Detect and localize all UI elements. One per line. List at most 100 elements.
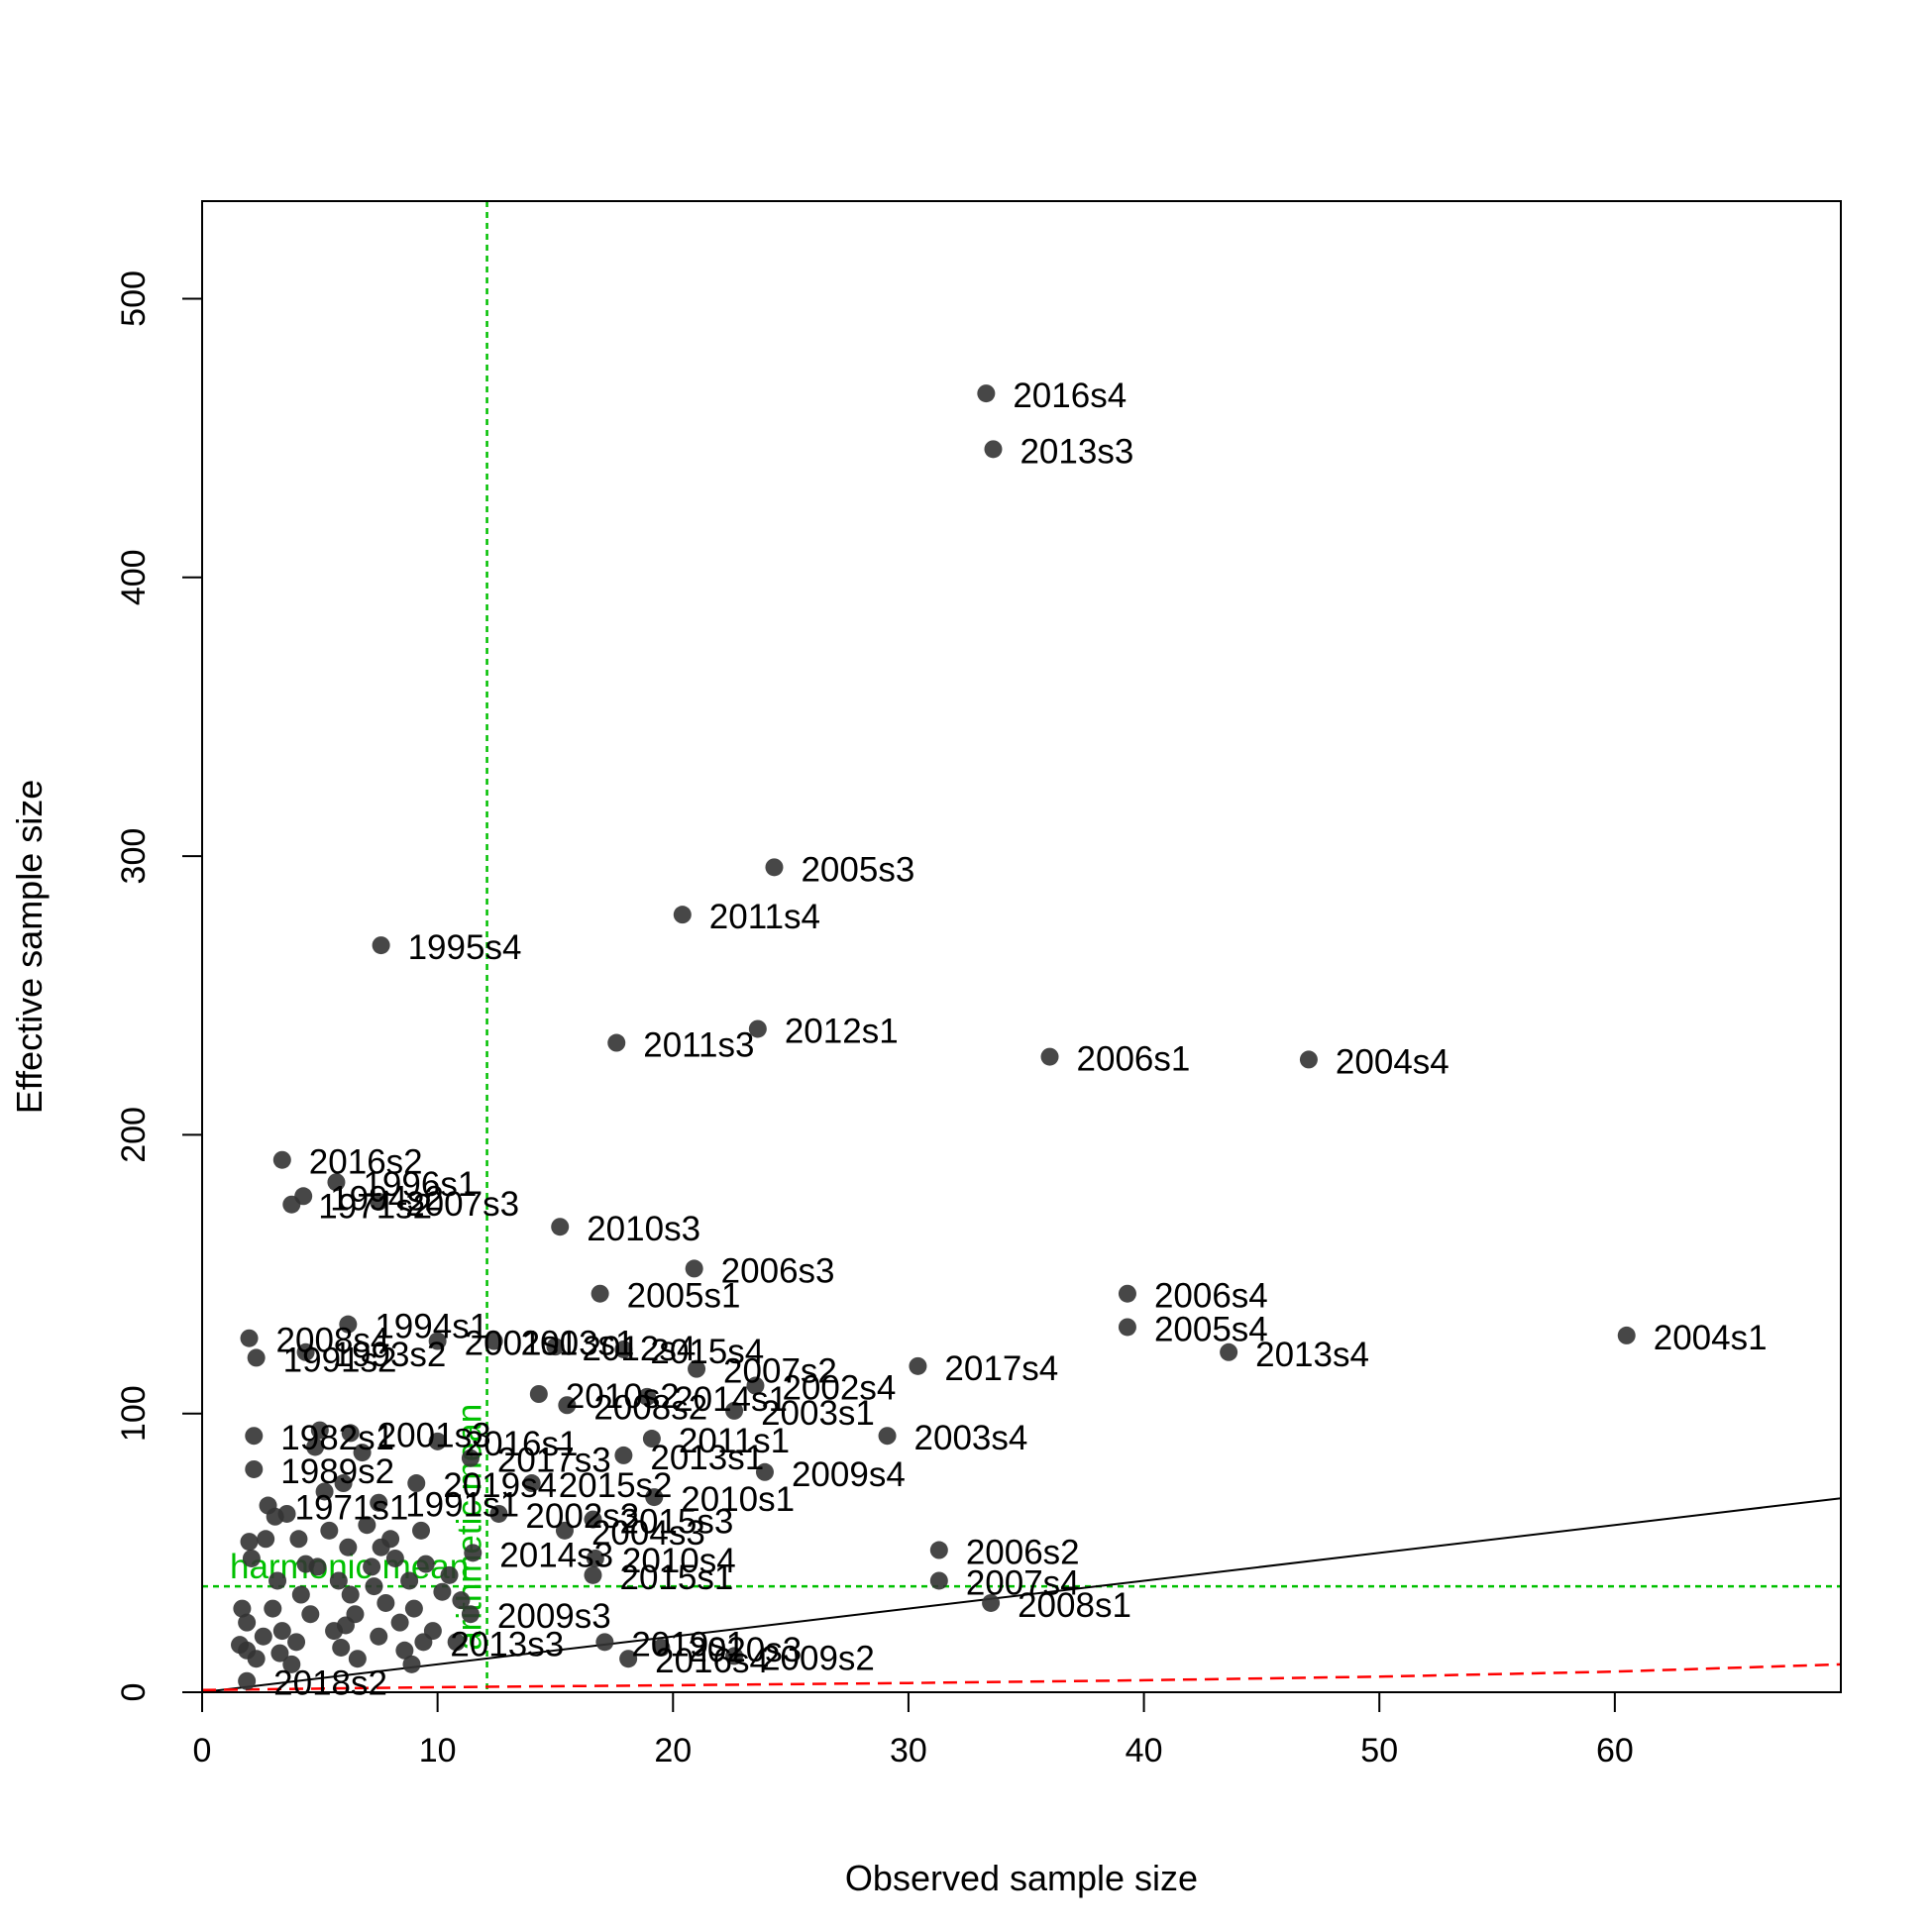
point-label: 2013s1 <box>650 1439 764 1477</box>
point-label: 2017s4 <box>944 1349 1058 1388</box>
data-point <box>546 1338 565 1356</box>
data-point <box>407 1474 426 1493</box>
x-tick-label: 20 <box>654 1732 692 1770</box>
data-point <box>238 1671 257 1690</box>
data-point <box>555 1521 574 1540</box>
point-label: 2010s3 <box>587 1210 700 1248</box>
point-label: 1971s2 <box>318 1188 432 1227</box>
data-point <box>233 1599 252 1618</box>
data-point <box>289 1530 308 1549</box>
point-label: 2019s4 <box>443 1466 557 1505</box>
one-to-one-line <box>201 1497 1842 1693</box>
data-point <box>336 1616 355 1635</box>
point-label: 2004s3 <box>591 1514 705 1553</box>
y-tick-label: 500 <box>115 270 153 327</box>
point-label: 1989s2 <box>280 1452 394 1491</box>
data-point <box>765 858 784 877</box>
data-point <box>984 440 1003 459</box>
data-point <box>529 1385 548 1403</box>
data-point <box>638 1387 657 1406</box>
data-point <box>353 1444 372 1462</box>
data-point <box>287 1633 306 1652</box>
data-point <box>484 1332 503 1350</box>
point-label: 2006s2 <box>966 1534 1080 1572</box>
point-label: 2018s2 <box>273 1664 387 1703</box>
data-point <box>372 1538 390 1556</box>
data-point <box>433 1582 452 1601</box>
data-point <box>1617 1326 1636 1344</box>
data-point <box>277 1504 296 1523</box>
data-point <box>291 1585 310 1604</box>
point-label: 2010s1 <box>681 1480 795 1519</box>
point-label: 1994s1 <box>375 1308 488 1346</box>
point-labels: 2016s4 2013s3 2005s3 2011s4 1995s4 2012s1 2011… <box>273 376 1767 1703</box>
data-point <box>551 1218 570 1236</box>
data-point <box>590 1284 609 1303</box>
x-tick-label: 50 <box>1360 1732 1398 1770</box>
data-point <box>725 1401 744 1420</box>
point-label: 1971s1 <box>295 1489 409 1528</box>
data-point <box>268 1571 287 1590</box>
point-label: 2008s4 <box>276 1322 390 1360</box>
data-point <box>395 1641 414 1660</box>
data-point <box>748 1020 767 1038</box>
data-point <box>264 1599 282 1618</box>
data-point <box>688 1359 706 1378</box>
point-label: 1993s2 <box>333 1336 447 1374</box>
data-point <box>584 1510 602 1529</box>
point-label: 2013s4 <box>1255 1336 1369 1374</box>
data-point <box>614 1446 633 1464</box>
data-point <box>645 1488 664 1507</box>
point-label: 2016s2 <box>309 1143 423 1182</box>
data-point <box>614 1340 633 1358</box>
data-point <box>332 1638 351 1657</box>
data-point <box>746 1376 765 1395</box>
point-label: 2015s2 <box>559 1466 673 1505</box>
y-axis-title: Effective sample size <box>9 780 50 1114</box>
data-point <box>652 1638 671 1657</box>
x-axis: 0 10 20 30 40 50 60 <box>193 1691 1634 1770</box>
data-point <box>238 1613 257 1632</box>
point-label: 2006s4 <box>1154 1277 1268 1316</box>
point-label: 2011s1 <box>679 1422 790 1460</box>
point-label: 2016s4 <box>1013 376 1127 415</box>
data-point <box>464 1544 483 1562</box>
data-point <box>878 1427 897 1446</box>
data-point <box>390 1613 409 1632</box>
data-point <box>282 1655 301 1673</box>
point-label: 2014s1 <box>674 1380 788 1419</box>
point-label: 2015s1 <box>619 1558 733 1597</box>
point-label: 2011s3 <box>643 1026 754 1065</box>
point-label: 2001s3 <box>377 1416 491 1454</box>
point-label: 2006s1 <box>1077 1040 1191 1079</box>
point-label: 2008s2 <box>593 1388 707 1427</box>
x-tick-label: 10 <box>419 1732 457 1770</box>
data-point <box>586 1549 604 1567</box>
data-point <box>428 1332 447 1350</box>
data-point <box>247 1650 266 1668</box>
data-point <box>341 1424 360 1443</box>
data-point <box>558 1396 577 1415</box>
data-point <box>257 1530 275 1549</box>
data-point <box>372 936 390 955</box>
fit-lines <box>201 1497 1842 1693</box>
point-label: 2001s1 <box>465 1325 579 1363</box>
data-point <box>412 1521 431 1540</box>
point-label: 2015s4 <box>650 1333 764 1371</box>
point-label: 2006s3 <box>721 1251 835 1290</box>
data-point <box>1040 1047 1059 1066</box>
y-tick-label: 100 <box>115 1385 153 1442</box>
data-point <box>282 1195 301 1214</box>
data-point <box>348 1650 367 1668</box>
data-point <box>242 1549 261 1567</box>
data-point <box>270 1644 289 1663</box>
y-tick-label: 200 <box>115 1107 153 1163</box>
point-label: 2005s4 <box>1154 1310 1268 1348</box>
point-label: 2007s4 <box>966 1563 1080 1602</box>
point-label: 2008s1 <box>1018 1586 1131 1625</box>
data-point <box>254 1627 272 1646</box>
point-label: 2010s4 <box>622 1542 736 1580</box>
y-tick-label: 300 <box>115 828 153 885</box>
data-point <box>306 1438 325 1456</box>
point-label: 1996s1 <box>363 1165 477 1204</box>
